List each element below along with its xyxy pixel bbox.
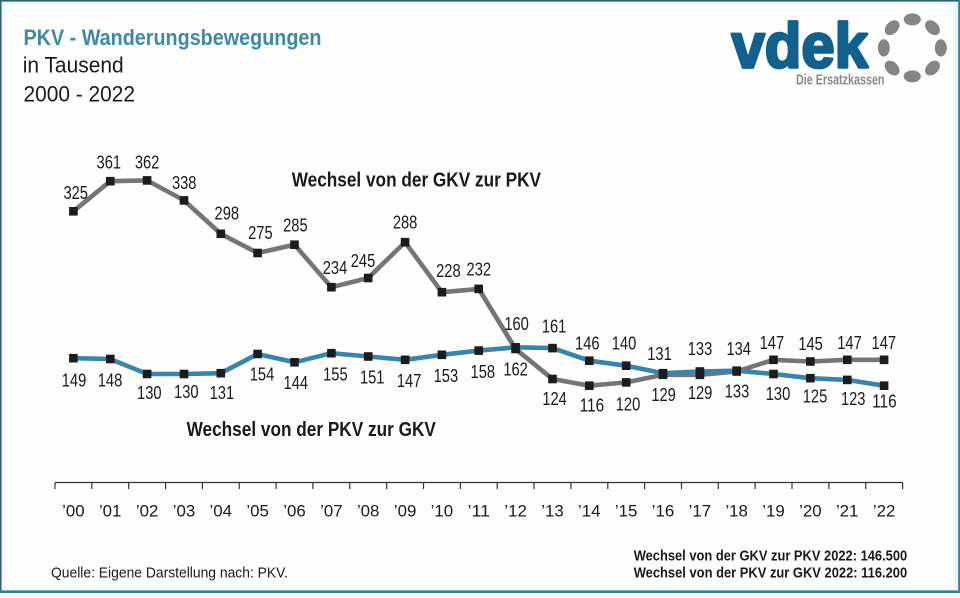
svg-text:Wechsel von der PKV zur GKV 20: Wechsel von der PKV zur GKV 2022: 116.20… (634, 565, 908, 582)
svg-text:153: 153 (434, 365, 459, 386)
svg-text:147: 147 (397, 370, 422, 391)
svg-text:’05: ’05 (246, 501, 269, 520)
svg-text:’13: ’13 (541, 501, 564, 520)
svg-text:’20: ’20 (799, 501, 822, 520)
svg-text:129: 129 (688, 382, 713, 403)
svg-text:133: 133 (725, 381, 750, 402)
svg-text:154: 154 (250, 364, 275, 385)
svg-text:125: 125 (803, 386, 828, 407)
svg-text:’14: ’14 (578, 501, 601, 520)
svg-text:147: 147 (760, 332, 785, 353)
svg-text:130: 130 (137, 382, 162, 403)
svg-text:129: 129 (651, 384, 676, 405)
svg-text:Quelle: Eigene Darstellung nac: Quelle: Eigene Darstellung nach: PKV. (51, 566, 288, 582)
svg-text:’19: ’19 (762, 501, 785, 520)
svg-text:338: 338 (172, 172, 197, 193)
svg-text:130: 130 (766, 383, 791, 404)
svg-text:’16: ’16 (652, 501, 675, 520)
svg-text:149: 149 (62, 370, 87, 391)
svg-text:116: 116 (872, 391, 897, 412)
svg-text:232: 232 (467, 258, 492, 279)
svg-text:’15: ’15 (615, 501, 638, 520)
svg-text:’21: ’21 (836, 501, 859, 520)
svg-text:130: 130 (174, 381, 199, 402)
svg-text:vdek: vdek (732, 12, 869, 82)
svg-text:145: 145 (798, 333, 823, 354)
svg-text:162: 162 (503, 358, 528, 379)
svg-text:’09: ’09 (394, 501, 417, 520)
svg-text:133: 133 (688, 338, 713, 359)
svg-text:158: 158 (471, 361, 496, 382)
svg-text:131: 131 (210, 382, 235, 403)
svg-text:Wechsel von der GKV zur PKV: Wechsel von der GKV zur PKV (292, 170, 542, 192)
svg-text:Wechsel von der GKV zur PKV 20: Wechsel von der GKV zur PKV 2022: 146.50… (634, 548, 908, 565)
svg-text:245: 245 (351, 250, 376, 271)
svg-text:’10: ’10 (431, 501, 454, 520)
svg-text:362: 362 (135, 152, 160, 173)
svg-text:’12: ’12 (504, 501, 527, 520)
svg-text:120: 120 (616, 394, 641, 415)
svg-text:Wechsel von der PKV zur GKV: Wechsel von der PKV zur GKV (187, 419, 437, 441)
svg-text:285: 285 (283, 215, 308, 236)
svg-text:361: 361 (97, 152, 122, 173)
svg-text:144: 144 (284, 372, 309, 393)
svg-text:’06: ’06 (283, 501, 306, 520)
svg-text:’07: ’07 (320, 501, 343, 520)
svg-text:275: 275 (248, 222, 273, 243)
svg-text:151: 151 (360, 367, 385, 388)
svg-text:Die Ersatzkassen: Die Ersatzkassen (796, 73, 885, 89)
svg-text:’08: ’08 (357, 501, 380, 520)
svg-text:’00: ’00 (62, 501, 85, 520)
svg-text:161: 161 (542, 316, 567, 337)
svg-text:in Tausend: in Tausend (23, 53, 124, 78)
svg-text:’17: ’17 (689, 501, 712, 520)
svg-text:288: 288 (393, 212, 418, 233)
svg-text:2000 - 2022: 2000 - 2022 (24, 81, 136, 106)
svg-text:’01: ’01 (99, 501, 122, 520)
svg-text:155: 155 (323, 364, 348, 385)
svg-text:PKV - Wanderungsbewegungen: PKV - Wanderungsbewegungen (24, 25, 322, 50)
svg-text:’11: ’11 (468, 501, 491, 520)
svg-text:325: 325 (63, 182, 88, 203)
svg-text:’03: ’03 (173, 501, 196, 520)
svg-text:’02: ’02 (136, 501, 159, 520)
svg-text:140: 140 (612, 333, 637, 354)
svg-text:298: 298 (215, 203, 240, 224)
svg-text:147: 147 (872, 332, 897, 353)
svg-text:’22: ’22 (873, 501, 896, 520)
svg-text:148: 148 (98, 370, 123, 391)
svg-text:124: 124 (542, 388, 567, 409)
svg-text:147: 147 (837, 332, 862, 353)
svg-text:134: 134 (726, 338, 751, 359)
svg-text:234: 234 (323, 257, 348, 278)
svg-text:’04: ’04 (210, 501, 233, 520)
svg-text:131: 131 (647, 343, 672, 364)
svg-text:228: 228 (436, 260, 461, 281)
svg-text:116: 116 (580, 395, 605, 416)
svg-text:’18: ’18 (725, 501, 748, 520)
svg-text:146: 146 (575, 333, 600, 354)
svg-text:123: 123 (841, 388, 866, 409)
svg-text:160: 160 (504, 313, 529, 334)
